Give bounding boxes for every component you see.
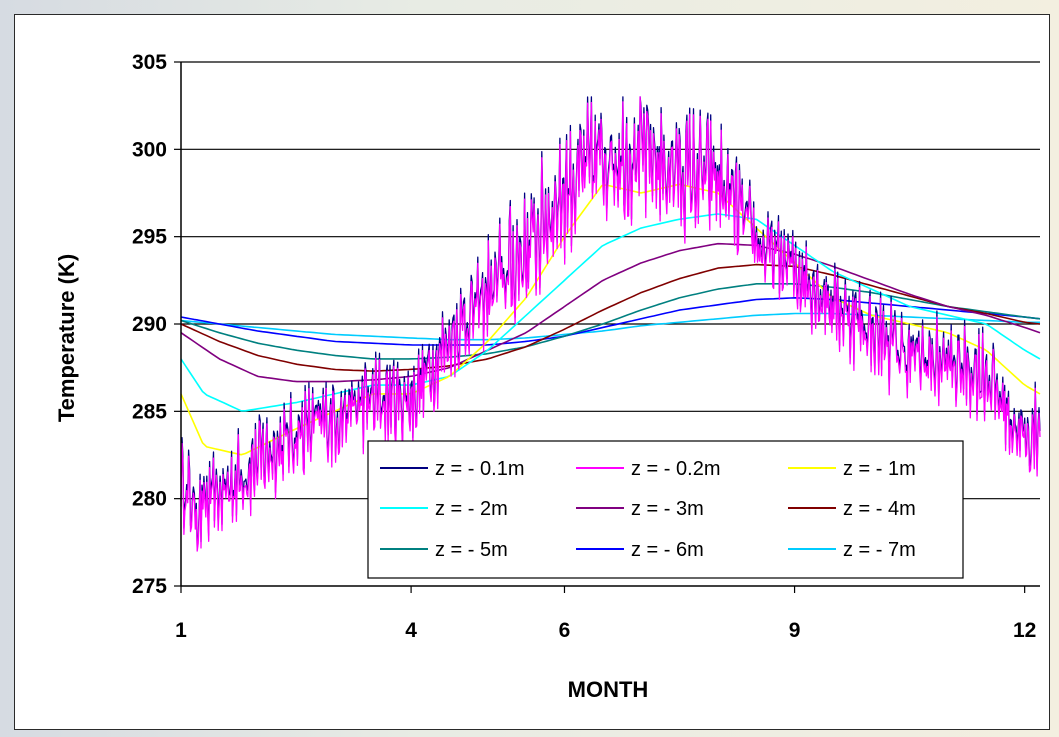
y-tick-label: 280 <box>132 488 167 511</box>
series-line-z-3m <box>180 242 1041 383</box>
y-tick-label: 300 <box>132 138 167 161</box>
legend-label: z = - 7m <box>843 539 916 561</box>
x-tick-label: 12 <box>1013 619 1036 642</box>
axes-layer: 275 280 285 290 295 300 305 1 4 6 9 12 <box>132 51 1040 642</box>
legend-label: z = - 4m <box>843 498 916 520</box>
x-tick-label: 6 <box>559 619 571 642</box>
x-tick-label: 4 <box>405 619 417 642</box>
y-tick-label: 290 <box>132 313 167 336</box>
legend-box <box>367 440 964 579</box>
series-line-z-5m <box>180 282 1041 360</box>
legend-label: z = - 5m <box>435 539 508 561</box>
x-axis-title: MONTH <box>568 677 649 702</box>
legend-label: z = - 0.2m <box>631 458 720 480</box>
x-tick-label: 9 <box>789 619 801 642</box>
legend-label: z = - 2m <box>435 498 508 520</box>
y-axis-title: Temperature (K) <box>54 254 79 422</box>
y-tick-label: 305 <box>132 51 167 74</box>
series-layer <box>180 96 1041 552</box>
legend-label: z = - 0.1m <box>435 458 524 480</box>
x-tick-label: 1 <box>175 619 187 642</box>
chart-frame <box>14 14 1050 730</box>
y-tick-label: 275 <box>132 575 167 598</box>
legend-label: z = - 6m <box>631 539 704 561</box>
series-line-z-0-2m <box>180 96 1041 552</box>
legend-label: z = - 3m <box>631 498 704 520</box>
y-tick-label: 295 <box>132 226 167 249</box>
legend-label: z = - 1m <box>843 458 916 480</box>
legend: z = - 0.1m z = - 0.2m z = - 1m z = - 2m z = … <box>367 440 964 579</box>
series-line-z-4m <box>180 263 1041 372</box>
series-line-z-7m <box>180 312 1040 341</box>
series-line-z-2m <box>180 213 1041 412</box>
series-line-z-6m <box>180 296 1041 346</box>
y-tick-label: 285 <box>132 400 167 423</box>
